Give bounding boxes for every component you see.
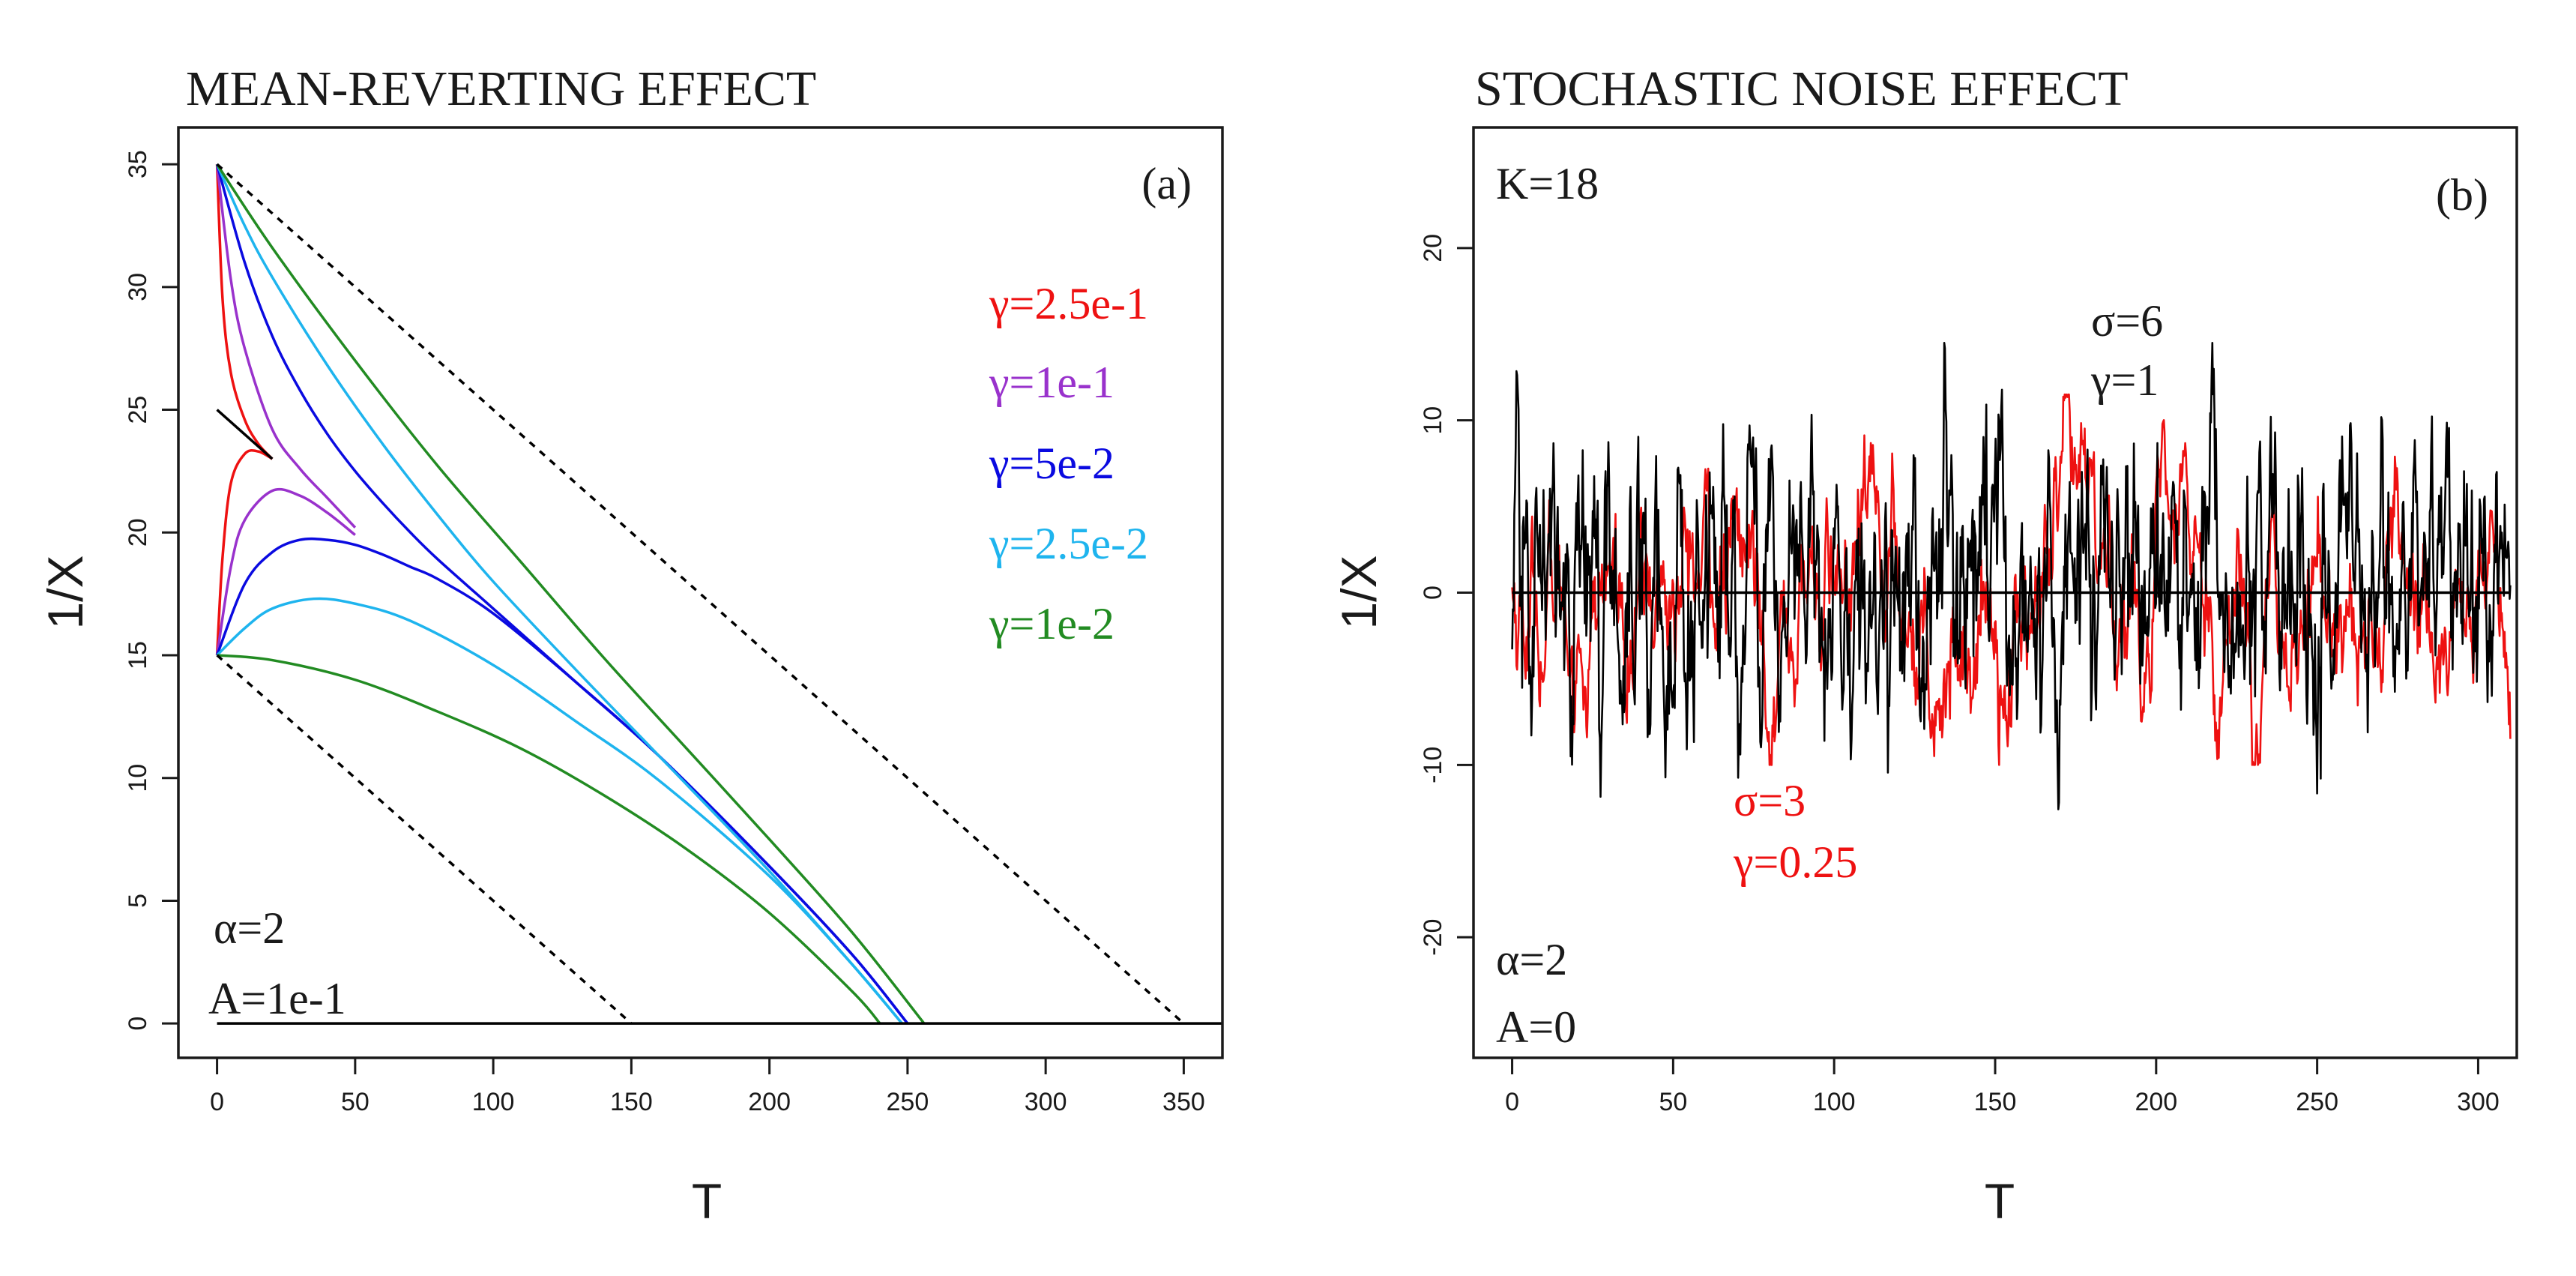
panel-a-x-tick-350: 350 [1162,1088,1205,1116]
panel-b-x-tick-250: 250 [2296,1088,2338,1116]
panel-a: MEAN-REVERTING EFFECT 0 50 100 150 200 250 300… [37,61,1224,1229]
legend-gamma-0-01: γ=1e-2 [989,599,1114,648]
panel-a-title: MEAN-REVERTING EFFECT [186,61,816,116]
panel-a-series-6-2-5e-2-from-35 [215,163,903,1025]
panel-a-series-12-lower-bound [216,654,633,1025]
annotation-sigma-6: σ=6 [2091,296,2163,346]
panel-b-y-tick--10: -10 [1419,747,1447,783]
panel-b-x-tick-300: 300 [2457,1088,2500,1116]
panel-a-x-tick-0: 0 [210,1088,224,1116]
panel-b-series-1-6-1 [1511,342,2512,810]
panel-a-a-param: A=1e-1 [208,974,346,1023]
annotation-sigma-3: σ=3 [1734,776,1806,825]
panel-a-x-label: T [692,1173,722,1229]
panel-a-series-4-5e-2-from-35 [215,163,909,1025]
panel-a-x-axis: 0 50 100 150 200 250 300 350 [210,1056,1205,1116]
panel-b-x-tick-50: 50 [1659,1088,1687,1116]
panel-a-series-1-2-5e-1-from-15 [215,449,274,656]
panel-a-alpha-param: α=2 [214,903,285,953]
panel-a-x-tick-250: 250 [887,1088,929,1116]
legend-gamma-0-025: γ=2.5e-2 [989,519,1148,568]
panel-a-y-tick-0: 0 [124,1017,152,1031]
panel-a-series-8-1e-2-from-35 [216,163,926,1025]
panel-b-series-0-3-0-25 [1511,393,2512,766]
panel-b-alpha-param: α=2 [1496,935,1567,984]
panel-b-lines [1511,342,2512,810]
panel-b-x-tick-0: 0 [1505,1088,1519,1116]
panel-b-y-tick-0: 0 [1419,586,1447,600]
panel-b-label: (b) [2436,170,2488,220]
panel-b-y-tick-10: 10 [1419,406,1447,435]
panel-b-y-tick-20: 20 [1419,234,1447,262]
legend-gamma-0-25: γ=2.5e-1 [989,279,1148,328]
panel-a-label: (a) [1141,159,1192,208]
legend-gamma-0-05: γ=5e-2 [989,439,1114,488]
panel-a-x-tick-50: 50 [341,1088,369,1116]
panel-b-x-axis: 0 50 100 150 200 250 300 [1505,1056,2500,1116]
panel-b-x-tick-100: 100 [1813,1088,1856,1116]
legend-gamma-0-1: γ=1e-1 [989,358,1114,407]
panel-b-title: STOCHASTIC NOISE EFFECT [1475,61,2129,116]
panel-a-y-tick-5: 5 [124,894,152,908]
panel-a-y-axis: 0 5 10 15 20 25 30 35 [124,150,178,1031]
panel-a-y-tick-20: 20 [124,518,152,547]
panel-a-y-tick-15: 15 [124,641,152,669]
panel-a-series-0-2-5e-1-from-35 [215,164,274,460]
panel-a-y-label: 1/X [37,555,93,629]
panel-a-y-tick-35: 35 [124,150,152,178]
panel-b-x-label: T [1985,1173,2015,1229]
panel-a-lines [215,163,1222,1025]
annotation-gamma-0-25: γ=0.25 [1733,837,1857,887]
panel-a-series-5-5e-2-from-15 [215,537,909,1025]
panel-a-x-tick-200: 200 [748,1088,791,1116]
panel-b-y-tick--20: -20 [1419,919,1447,956]
panel-a-y-tick-25: 25 [124,396,152,424]
panel-a-y-tick-30: 30 [124,273,152,301]
panel-b-x-tick-200: 200 [2135,1088,2177,1116]
panel-b: STOCHASTIC NOISE EFFECT 0 50 100 150 200 250 3… [1331,61,2518,1229]
panel-a-series-9-1e-2-from-15 [217,654,881,1025]
panel-a-series-10-deterministic-limit [216,409,274,460]
annotation-gamma-1: γ=1 [2090,355,2159,405]
panel-b-a-param: A=0 [1496,1002,1576,1052]
panel-b-x-tick-150: 150 [1974,1088,2017,1116]
panel-b-y-label: 1/X [1331,555,1387,629]
panel-a-series-2-1e-1-from-35 [215,163,357,529]
panel-a-series-7-2-5e-2-from-15 [216,597,903,1025]
panel-a-x-tick-300: 300 [1025,1088,1067,1116]
panel-a-x-tick-150: 150 [610,1088,653,1116]
panel-b-k-param: K=18 [1496,159,1599,208]
panel-a-x-tick-100: 100 [472,1088,515,1116]
panel-a-y-tick-10: 10 [124,764,152,792]
panel-a-series-3-1e-1-from-15 [215,487,356,656]
panel-b-y-axis: -20 -10 0 10 20 [1419,234,1473,956]
